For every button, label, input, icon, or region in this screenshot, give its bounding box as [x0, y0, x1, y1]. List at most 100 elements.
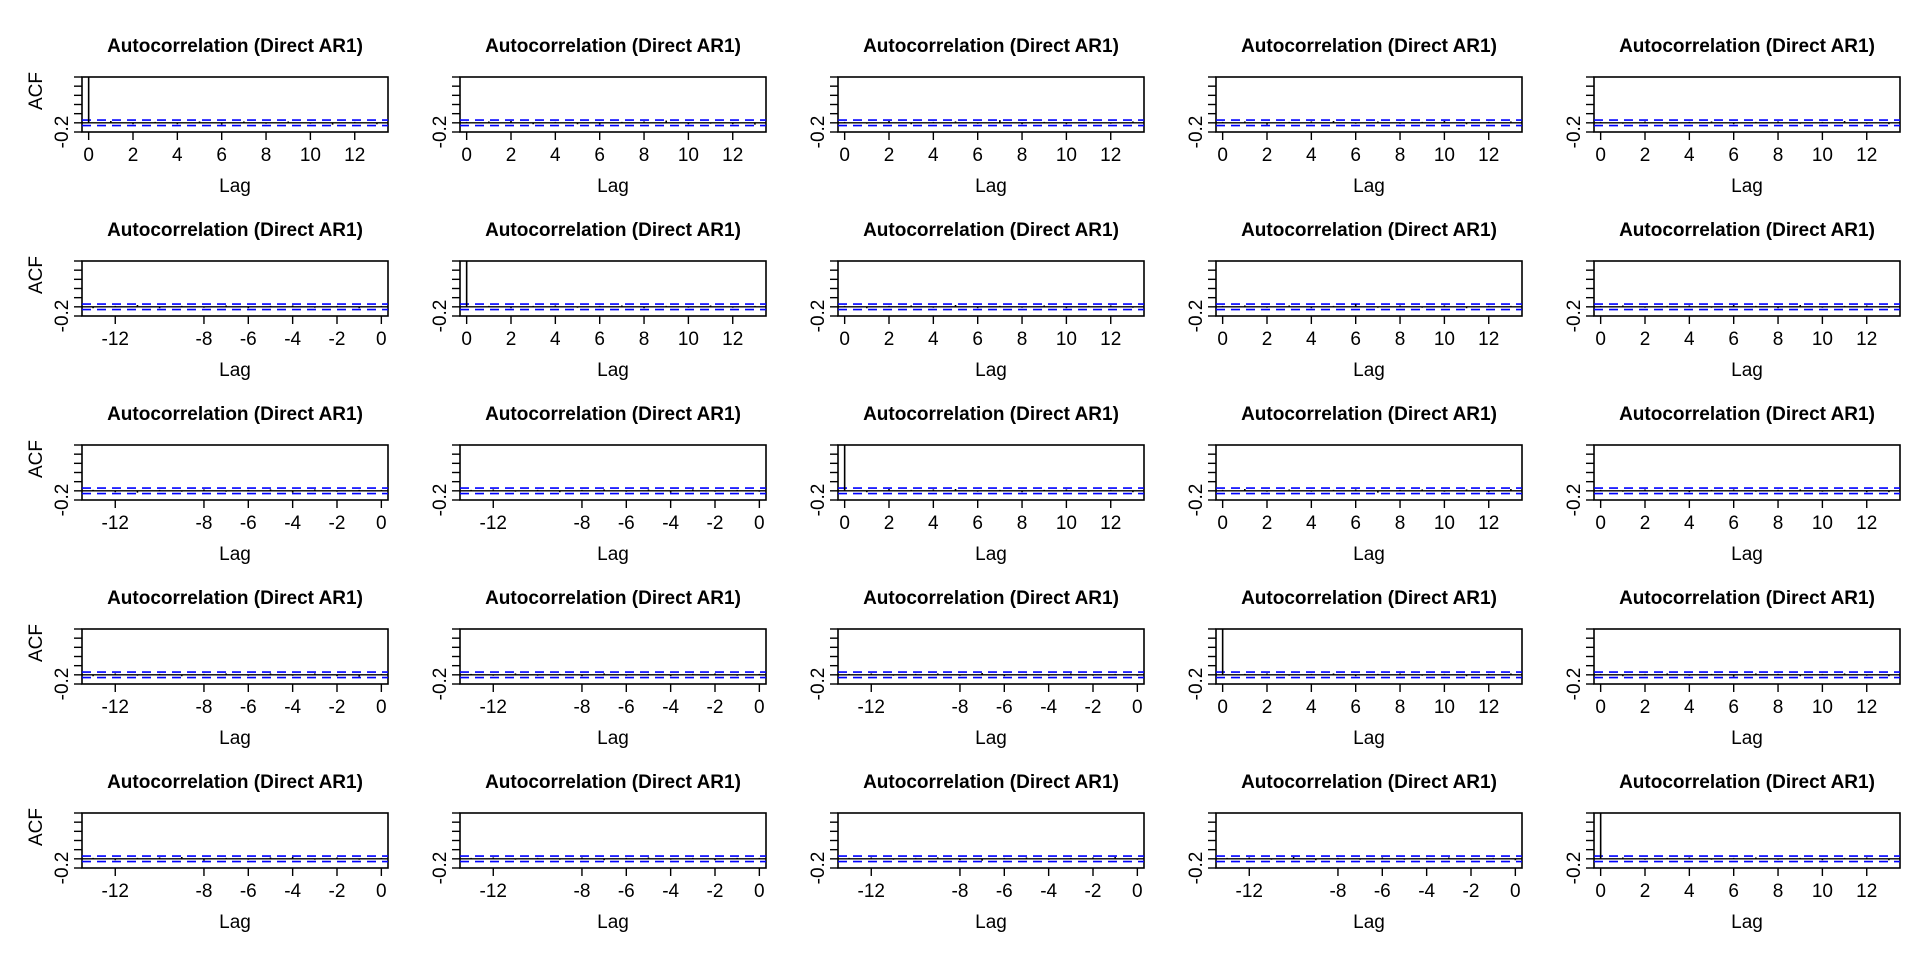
x-tick-label: 0 [1595, 513, 1606, 534]
panel-title: Autocorrelation (Direct AR1) [1241, 220, 1497, 241]
x-tick-label: 8 [1773, 881, 1784, 902]
x-tick-label: 8 [1395, 513, 1406, 534]
x-tick-label: 2 [506, 329, 517, 350]
acf-panel: Autocorrelation (Direct AR1) Lag -12 -8 -6 -4… [430, 404, 767, 565]
x-axis-label: Lag [597, 176, 629, 197]
x-tick-label: -6 [240, 329, 257, 350]
x-tick-label: 4 [172, 145, 183, 166]
x-tick-label: 0 [754, 513, 765, 534]
y-axis-label: ACF [26, 256, 47, 294]
x-tick-label: -6 [996, 881, 1013, 902]
x-tick-label: -12 [102, 881, 129, 902]
x-tick-label: -2 [329, 881, 346, 902]
x-tick-label: -6 [618, 513, 635, 534]
x-tick-label: 2 [1640, 697, 1651, 718]
x-tick-label: 4 [1306, 697, 1317, 718]
x-tick-label: 6 [972, 329, 983, 350]
x-tick-label: 10 [1056, 329, 1077, 350]
x-tick-label: -4 [662, 881, 679, 902]
x-tick-label: 0 [839, 513, 850, 534]
y-tick-label: -0.2 [1186, 484, 1207, 517]
x-tick-label: 6 [1728, 881, 1739, 902]
plot-frame [459, 444, 767, 501]
panel-title: Autocorrelation (Direct AR1) [485, 588, 741, 609]
acf-panel: Autocorrelation (Direct AR1) Lag -12 -8 -6 -4… [1186, 772, 1523, 933]
x-tick-label: -8 [574, 513, 591, 534]
plot-frame [81, 812, 389, 869]
x-tick-label: -2 [707, 697, 724, 718]
x-tick-label: 12 [1856, 881, 1877, 902]
x-tick-label: -12 [858, 697, 885, 718]
x-tick-label: 8 [1017, 145, 1028, 166]
x-axis-label: Lag [1353, 912, 1385, 933]
plot-frame [837, 812, 1145, 869]
x-tick-label: 4 [550, 329, 561, 350]
x-tick-label: -4 [284, 329, 301, 350]
x-tick-label: 6 [1350, 513, 1361, 534]
x-tick-label: -12 [102, 697, 129, 718]
plot-frame [1215, 76, 1523, 133]
x-tick-label: 2 [1640, 329, 1651, 350]
x-tick-label: -4 [1040, 881, 1057, 902]
x-tick-label: 4 [928, 513, 939, 534]
x-tick-label: -4 [1418, 881, 1435, 902]
x-tick-label: 10 [1812, 881, 1833, 902]
x-axis-label: Lag [975, 544, 1007, 565]
panel-title: Autocorrelation (Direct AR1) [1241, 404, 1497, 425]
x-tick-label: -2 [707, 881, 724, 902]
x-tick-label: 2 [884, 513, 895, 534]
x-tick-label: 0 [1595, 329, 1606, 350]
panel-title: Autocorrelation (Direct AR1) [485, 772, 741, 793]
x-tick-label: 12 [1478, 145, 1499, 166]
x-tick-label: 12 [722, 329, 743, 350]
acf-panel: Autocorrelation (Direct AR1) Lag 0 2 4 6 8 10 12… [1186, 36, 1523, 197]
x-tick-label: -4 [1040, 697, 1057, 718]
y-tick-label: -0.2 [1564, 116, 1585, 149]
x-tick-label: 0 [1217, 329, 1228, 350]
x-tick-label: -8 [574, 697, 591, 718]
plot-frame [459, 628, 767, 685]
x-axis-label: Lag [219, 176, 251, 197]
acf-panel: Autocorrelation (Direct AR1) Lag 0 2 4 6 8 10 12… [26, 36, 389, 197]
plot-frame [1215, 260, 1523, 317]
panel-title: Autocorrelation (Direct AR1) [107, 588, 363, 609]
y-tick-label: -0.2 [430, 116, 451, 149]
x-axis-label: Lag [597, 544, 629, 565]
x-tick-label: 8 [1773, 697, 1784, 718]
x-tick-label: 2 [1262, 329, 1273, 350]
panel-title: Autocorrelation (Direct AR1) [485, 404, 741, 425]
x-tick-label: -6 [240, 697, 257, 718]
x-tick-label: 8 [1773, 513, 1784, 534]
y-tick-label: -0.2 [1564, 852, 1585, 885]
y-axis-label: ACF [26, 624, 47, 662]
y-tick-label: -0.2 [1186, 300, 1207, 333]
x-tick-label: -2 [1085, 881, 1102, 902]
x-tick-label: 0 [461, 145, 472, 166]
x-tick-label: -4 [284, 697, 301, 718]
x-axis-label: Lag [975, 360, 1007, 381]
panel-title: Autocorrelation (Direct AR1) [1241, 772, 1497, 793]
x-tick-label: 0 [1217, 697, 1228, 718]
x-tick-label: 0 [376, 697, 387, 718]
x-tick-label: 2 [884, 145, 895, 166]
x-tick-label: 2 [884, 329, 895, 350]
plot-frame [1593, 444, 1901, 501]
x-tick-label: -12 [858, 881, 885, 902]
x-tick-label: -12 [480, 881, 507, 902]
x-tick-label: 6 [1728, 329, 1739, 350]
panel-title: Autocorrelation (Direct AR1) [1619, 404, 1875, 425]
x-tick-label: 0 [1595, 881, 1606, 902]
x-axis-label: Lag [1731, 360, 1763, 381]
x-tick-label: 4 [928, 145, 939, 166]
x-axis-label: Lag [975, 728, 1007, 749]
acf-panel: Autocorrelation (Direct AR1) Lag -12 -8 -6 -4… [808, 772, 1145, 933]
x-tick-label: -6 [618, 697, 635, 718]
panel-title: Autocorrelation (Direct AR1) [107, 220, 363, 241]
x-tick-label: 12 [344, 145, 365, 166]
x-tick-label: 8 [1395, 697, 1406, 718]
x-tick-label: 12 [1478, 513, 1499, 534]
x-tick-label: 0 [376, 881, 387, 902]
x-axis-label: Lag [975, 176, 1007, 197]
x-tick-label: -2 [1085, 697, 1102, 718]
